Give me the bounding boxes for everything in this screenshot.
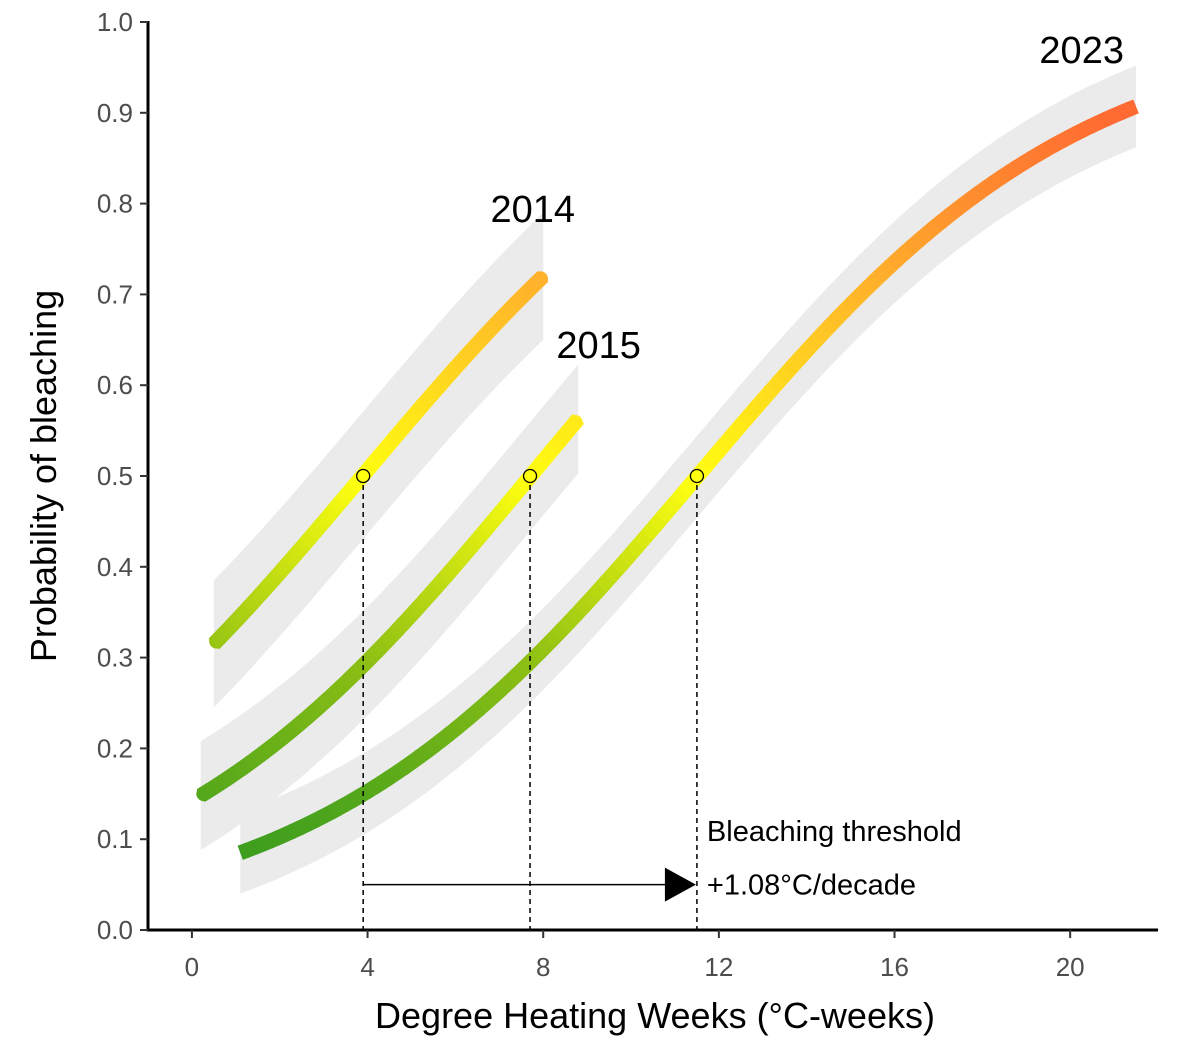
curve-segment-2023: [1125, 99, 1139, 117]
curve-segment-2014: [535, 270, 549, 285]
series-label-2014: 2014: [491, 189, 576, 231]
arrow-head: [664, 867, 696, 902]
series-label-2015: 2015: [556, 325, 641, 367]
y-tick-label: 0.4: [97, 552, 133, 582]
axes: [140, 21, 1158, 938]
x-tick-label: 12: [704, 952, 733, 982]
y-tick-label: 0.3: [97, 643, 133, 673]
y-tick-label: 0.0: [97, 915, 133, 945]
curve-segment-2015: [569, 413, 585, 428]
tick-labels: 0 4 8 12 16 20 0.0 0.1 0.2 0.3 0.4 0.5 0.6 0.7 0.8 0.9 1…: [97, 7, 1085, 982]
x-tick-label: 4: [360, 952, 374, 982]
curve-segment-2014: [530, 271, 548, 290]
x-tick-label: 8: [536, 952, 550, 982]
threshold-marker-2014: [356, 468, 371, 484]
threshold-marker-2023: [689, 468, 705, 484]
y-tick-label: 1.0: [97, 7, 133, 37]
y-tick-label: 0.5: [97, 461, 133, 491]
x-tick-label: 16: [880, 952, 909, 982]
y-axis-title: Probability of bleaching: [23, 290, 64, 662]
curve-segment-2023: [1113, 101, 1137, 121]
probability-curves: [196, 99, 1139, 860]
x-axis-title: Degree Heating Weeks (°C-weeks): [375, 995, 935, 1036]
threshold-markers: [356, 468, 705, 484]
curve-2014: [208, 270, 549, 650]
curve-segment-2015: [564, 415, 583, 434]
threshold-drop-lines: [362, 476, 698, 930]
x-tick-label: 0: [185, 952, 199, 982]
y-tick-label: 0.6: [97, 370, 133, 400]
annotation-threshold-title: Bleaching threshold: [707, 816, 962, 848]
annotation-warming-rate: +1.08°C/decade: [707, 870, 916, 902]
y-tick-label: 0.9: [97, 98, 133, 128]
x-tick-label: 20: [1056, 952, 1085, 982]
y-tick-label: 0.8: [97, 189, 133, 219]
y-tick-label: 0.2: [97, 733, 133, 763]
threshold-shift-arrow: [363, 867, 696, 902]
y-tick-label: 0.1: [97, 824, 133, 854]
curve-2015: [196, 413, 585, 803]
series-label-2023: 2023: [1039, 30, 1124, 72]
curve-2023: [237, 99, 1139, 860]
y-tick-label: 0.7: [97, 279, 133, 309]
threshold-marker-2015: [522, 468, 538, 484]
